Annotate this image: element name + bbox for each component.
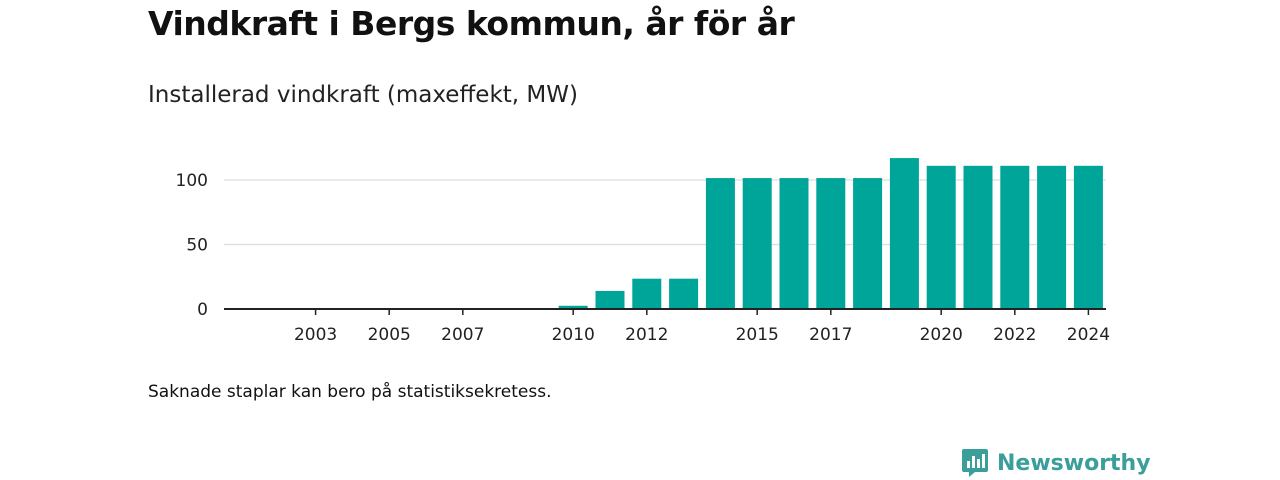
bar	[632, 278, 662, 309]
newsworthy-logo-icon	[962, 449, 988, 477]
bar-chart: 0 50 100 2003 2005 2007 2010 2012 2015 2017 2020 20…	[176, 158, 1110, 345]
chart-title: Vindkraft i Bergs kommun, år för år	[148, 4, 795, 43]
bar	[853, 178, 883, 309]
bar	[1000, 165, 1030, 309]
bar	[816, 178, 846, 309]
bar	[1073, 165, 1103, 309]
brand-logo: Newsworthy	[961, 446, 1151, 480]
bar	[595, 290, 625, 309]
bar	[779, 178, 809, 309]
x-tick-label: 2022	[993, 325, 1036, 345]
bars	[558, 158, 1103, 309]
x-tick-label: 2024	[1067, 325, 1110, 345]
chart-subtitle: Installerad vindkraft (maxeffekt, MW)	[148, 82, 578, 108]
bar	[889, 158, 919, 309]
bar	[963, 165, 993, 309]
bar	[1037, 165, 1067, 309]
x-tick-label: 2003	[294, 325, 337, 345]
bar	[742, 178, 772, 309]
y-tick-label: 100	[176, 171, 208, 191]
gridlines	[224, 179, 1106, 246]
bar	[705, 178, 735, 309]
x-tick-label: 2017	[809, 325, 852, 345]
x-tick-label: 2007	[441, 325, 484, 345]
x-tick-label: 2012	[625, 325, 668, 345]
axes: 0 50 100 2003 2005 2007 2010 2012 2015 2017 2020 20…	[176, 171, 1110, 345]
x-tick-label: 2020	[920, 325, 963, 345]
bar	[669, 278, 699, 309]
bar	[558, 305, 588, 309]
x-tick-label: 2005	[368, 325, 411, 345]
brand-name: Newsworthy	[997, 450, 1151, 476]
y-tick-label: 0	[197, 300, 208, 320]
x-tick-label: 2015	[736, 325, 779, 345]
x-tick-label: 2010	[552, 325, 595, 345]
y-tick-label: 50	[186, 236, 208, 256]
footnote: Saknade staplar kan bero på statistiksek…	[148, 382, 552, 402]
bar	[926, 165, 956, 309]
